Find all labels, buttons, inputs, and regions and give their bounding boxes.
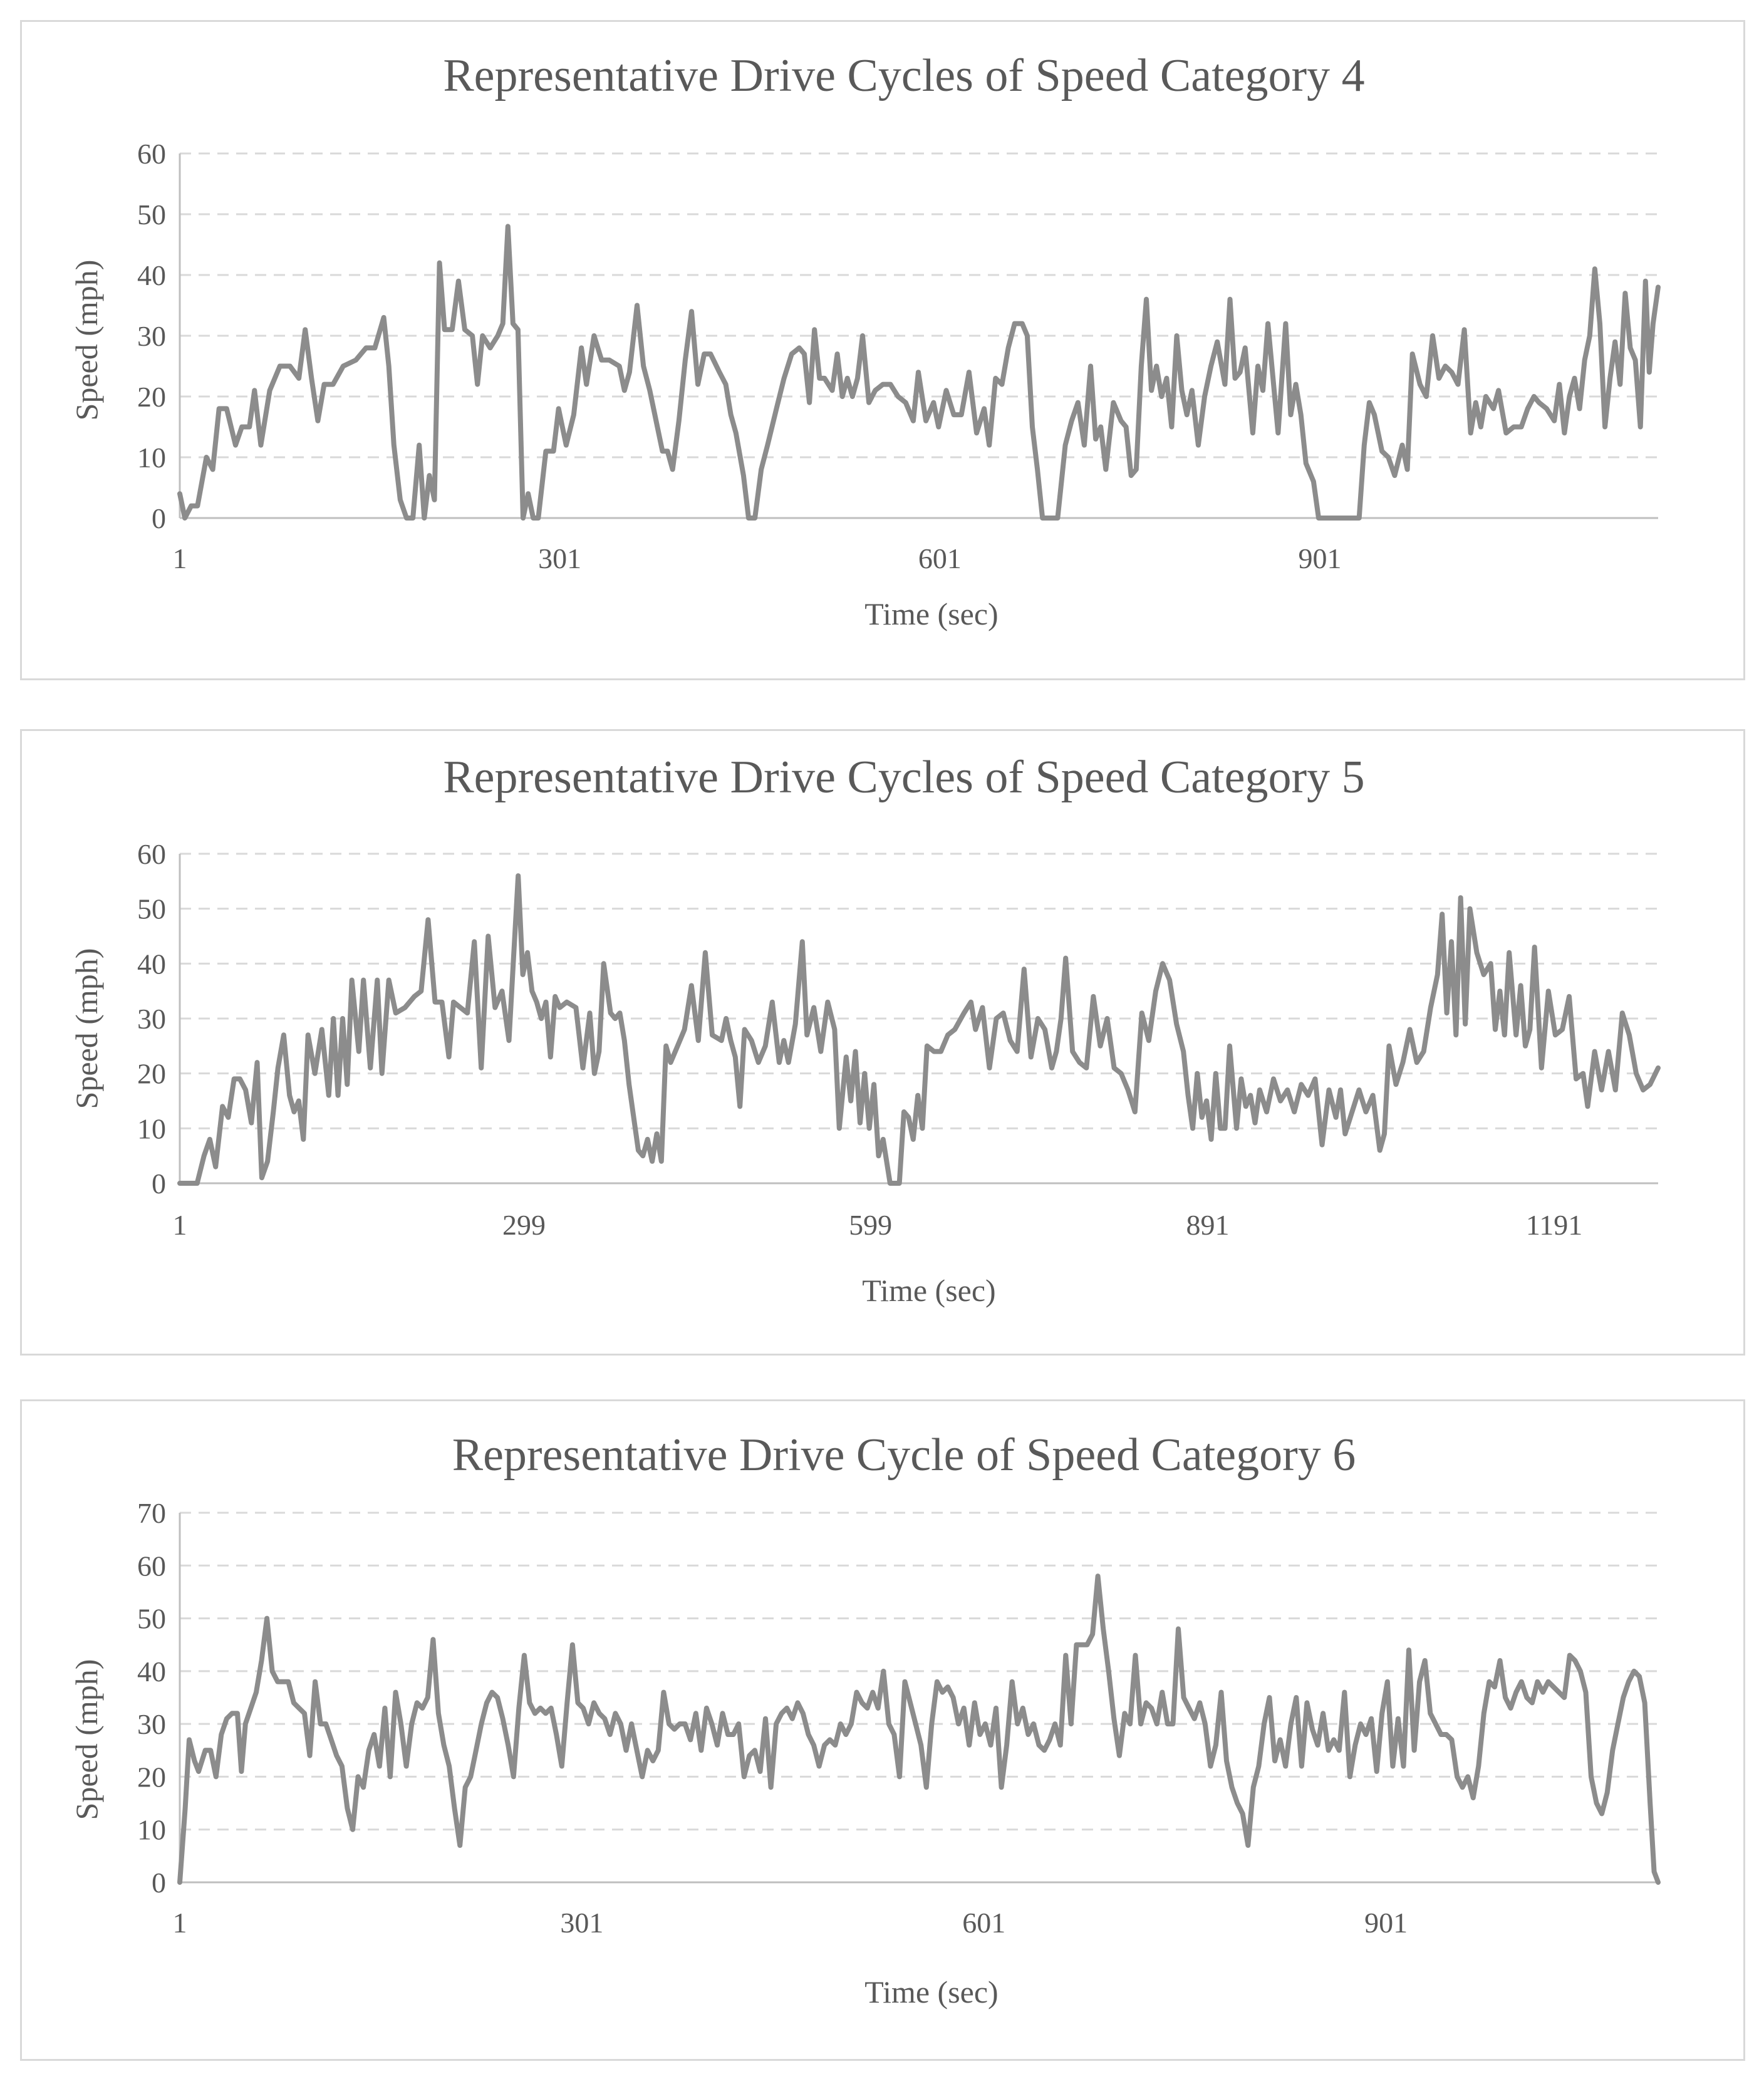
chart-panel-speed-category-5: Representative Drive Cycles of Speed Cat… [20,729,1745,1356]
y-axis: 0 10 20 30 40 50 60 70 [137,1497,181,1899]
y-tick-label: 70 [137,1497,166,1529]
x-tick-label: 301 [538,542,581,574]
y-axis-title: Speed (mph) [69,948,104,1109]
y-tick-label: 50 [137,1603,166,1635]
y-axis-title: Speed (mph) [69,260,104,421]
series-line [177,1574,1661,1885]
y-tick-label: 60 [137,838,166,870]
y-tick-label: 20 [137,1761,166,1793]
y-tick-label: 30 [137,320,166,352]
y-tick-label: 40 [137,259,166,291]
series-line [177,873,1661,1186]
y-tick-label: 30 [137,1708,166,1740]
x-tick-label: 599 [849,1209,892,1241]
chart-svg: Representative Drive Cycle of Speed Cate… [69,1429,1661,2009]
x-axis-title: Time (sec) [862,1273,995,1308]
chart-title: Representative Drive Cycles of Speed Cat… [443,752,1364,803]
plot-area [177,873,1661,1186]
chart-panel-speed-category-4: Representative Drive Cycles of Speed Cat… [20,20,1745,680]
x-axis: 1 301 601 901 [173,1881,1658,1939]
y-tick-label: 0 [152,502,166,534]
x-tick-label: 601 [918,542,962,574]
x-tick-label: 901 [1299,542,1342,574]
y-tick-label: 30 [137,1003,166,1035]
y-tick-label: 40 [137,948,166,980]
x-axis: 1 299 599 891 1191 [173,1182,1658,1241]
x-tick-label: 901 [1364,1907,1408,1939]
y-tick-label: 10 [137,442,166,474]
series-line [177,224,1661,521]
y-tick-label: 60 [137,1550,166,1582]
y-tick-label: 40 [137,1656,166,1688]
x-tick-label: 1191 [1526,1209,1582,1241]
x-tick-label: 601 [962,1907,1005,1939]
y-tick-label: 20 [137,381,166,413]
y-axis-title: Speed (mph) [69,1659,104,1820]
y-tick-label: 50 [137,893,166,925]
x-tick-label: 1 [173,542,187,574]
y-tick-label: 50 [137,199,166,231]
plot-area [177,224,1661,521]
chart-title: Representative Drive Cycle of Speed Cate… [452,1429,1356,1481]
x-axis-title: Time (sec) [864,1974,998,2009]
y-tick-label: 60 [137,138,166,170]
y-axis: 0 10 20 30 40 50 60 [137,138,181,534]
grid [180,152,1658,459]
plot-area [177,1574,1661,1885]
chart-svg: Representative Drive Cycles of Speed Cat… [69,752,1661,1308]
x-tick-label: 299 [502,1209,546,1241]
y-tick-label: 10 [137,1112,166,1144]
y-tick-label: 0 [152,1168,166,1200]
x-axis: 1 301 601 901 [173,517,1658,574]
x-tick-label: 1 [173,1209,187,1241]
y-tick-label: 0 [152,1867,166,1899]
x-tick-label: 1 [173,1907,187,1939]
x-axis-title: Time (sec) [864,596,998,631]
x-tick-label: 891 [1186,1209,1229,1241]
chart-panel-speed-category-6: Representative Drive Cycle of Speed Cate… [20,1399,1745,2061]
y-tick-label: 10 [137,1814,166,1846]
y-tick-label: 20 [137,1058,166,1090]
grid [180,1511,1658,1831]
y-axis: 0 10 20 30 40 50 60 [137,838,181,1200]
chart-svg: Representative Drive Cycles of Speed Cat… [69,50,1661,631]
chart-title: Representative Drive Cycles of Speed Cat… [443,50,1364,101]
x-tick-label: 301 [560,1907,603,1939]
